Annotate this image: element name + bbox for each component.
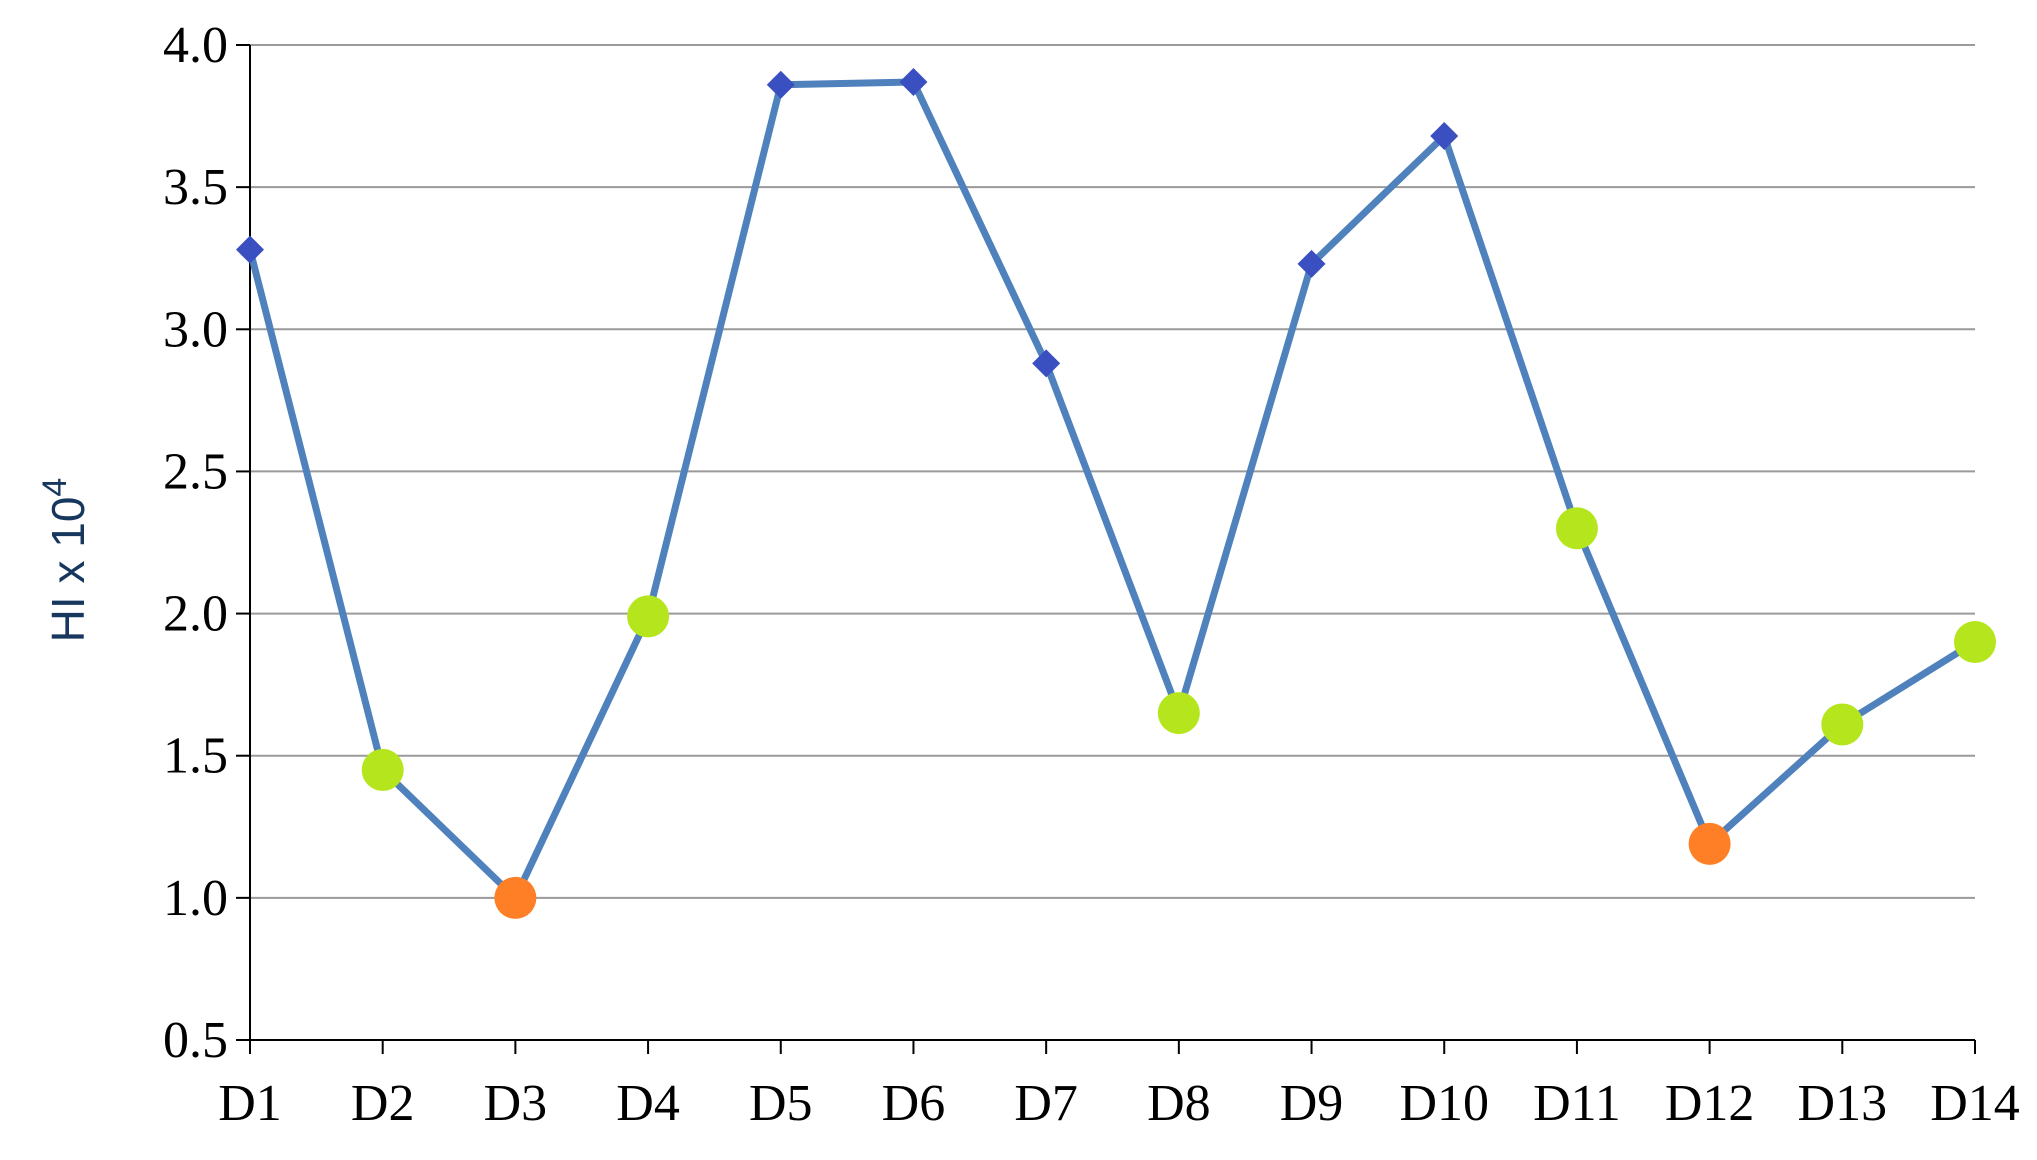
y-tick-label: 3.0	[163, 301, 228, 358]
data-point-circle-D8	[1157, 692, 1200, 735]
x-tick-label: D3	[484, 1075, 548, 1132]
x-tick-label: D11	[1533, 1075, 1621, 1132]
y-axis-label: HI x 104	[36, 478, 94, 643]
y-tick-label: 2.5	[163, 443, 228, 500]
y-tick-label: 1.0	[163, 870, 228, 927]
x-tick-label: D4	[616, 1075, 680, 1132]
y-tick-label: 2.0	[163, 586, 228, 643]
y-tick-label: 1.5	[163, 728, 228, 785]
y-axis-label-superscript: 4	[36, 478, 74, 497]
series-markers	[236, 67, 1996, 919]
x-tick-labels: D1 D2 D3 D4 D5 D6 D7 D8 D9 D10 D11 D12 D13 D14	[218, 1075, 2020, 1132]
data-point-circle-D11	[1555, 507, 1598, 550]
x-tick-label: D5	[749, 1075, 813, 1132]
data-point-circle-D4	[627, 595, 670, 638]
series-line-path	[246, 78, 1977, 902]
series-line	[246, 78, 1977, 902]
x-tick-label: D1	[218, 1075, 282, 1132]
x-tick-label: D6	[882, 1075, 946, 1132]
axes	[249, 45, 1976, 1054]
data-point-circle-D14	[1954, 621, 1996, 663]
x-tick-label: D14	[1930, 1075, 2020, 1132]
data-point-circle-D12	[1688, 822, 1731, 865]
data-point-diamond-D1	[236, 235, 264, 264]
x-tick-label: D2	[351, 1075, 415, 1132]
data-point-diamond-D6	[899, 67, 928, 96]
data-point-diamond-D9	[1297, 249, 1326, 278]
data-point-circle-D2	[361, 748, 404, 791]
gridlines	[236, 44, 1975, 1041]
data-point-diamond-D7	[1032, 349, 1061, 378]
x-tick-label: D8	[1147, 1075, 1211, 1132]
x-tick-label: D10	[1399, 1075, 1489, 1132]
data-point-circle-D13	[1821, 703, 1864, 746]
y-tick-labels: 0.5 1.0 1.5 2.0 2.5 3.0 3.5 4.0	[163, 17, 228, 1069]
x-tick-label: D9	[1280, 1075, 1344, 1132]
x-tick-label: D13	[1798, 1075, 1888, 1132]
y-tick-label: 3.5	[163, 159, 228, 216]
y-tick-label: 0.5	[163, 1012, 228, 1069]
y-tick-label: 4.0	[163, 17, 228, 74]
x-tick-label: D12	[1665, 1075, 1755, 1132]
data-point-diamond-D10	[1430, 121, 1459, 150]
x-tick-label: D7	[1014, 1075, 1078, 1132]
data-point-diamond-D5	[766, 70, 795, 99]
y-axis-label-text: HI x 10	[42, 497, 94, 643]
data-point-circle-D3	[494, 876, 537, 919]
